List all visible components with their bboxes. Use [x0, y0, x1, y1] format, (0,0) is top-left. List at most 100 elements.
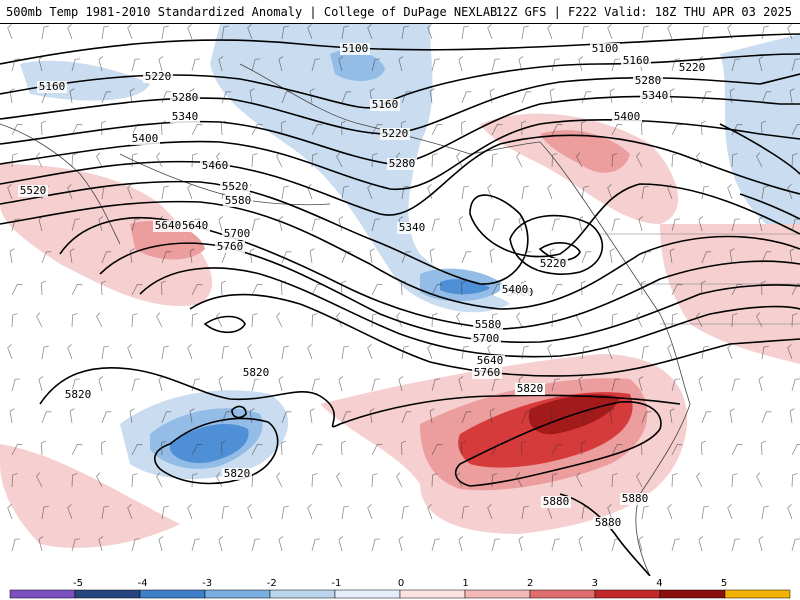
colorbar-tick-label: -3 — [202, 578, 212, 589]
wind-barb — [11, 313, 18, 328]
contour-line — [538, 242, 581, 261]
wind-barb — [338, 56, 344, 72]
wind-barb — [609, 408, 615, 424]
wind-barb — [791, 538, 800, 552]
wind-barb — [461, 25, 469, 40]
wind-barb — [191, 313, 198, 328]
wind-barb — [427, 24, 433, 40]
wind-barb — [281, 251, 292, 264]
wind-barb — [791, 153, 798, 168]
contour-label-bg — [143, 71, 173, 83]
wind-barb — [611, 58, 621, 72]
wind-barb — [371, 58, 381, 72]
wind-barb — [789, 88, 795, 104]
contour-label-bg — [541, 496, 571, 508]
contour-label: 5820 — [224, 467, 251, 480]
colorbar-segment — [139, 589, 206, 599]
contour-label: 5220 — [679, 61, 706, 74]
wind-barb — [607, 184, 613, 200]
wind-barb — [191, 538, 201, 552]
wind-barb — [341, 25, 349, 40]
wind-barb — [576, 312, 583, 328]
wind-barb — [791, 443, 800, 456]
wind-barb — [581, 345, 589, 360]
contour-label-bg — [153, 220, 183, 232]
wind-barb — [129, 408, 135, 424]
wind-barb — [791, 473, 798, 488]
contour-label: 5400 — [614, 110, 641, 123]
wind-barb — [161, 505, 169, 520]
wind-barb — [311, 218, 321, 232]
wind-barb — [607, 504, 613, 520]
wind-barb — [578, 56, 584, 72]
wind-barb — [461, 345, 469, 360]
contour-label-bg — [593, 517, 623, 529]
contour-label-bg — [620, 493, 650, 505]
wind-barb — [11, 283, 23, 296]
color-scale-bar: -5 -4 -3 -2 -1 0 1 2 3 4 5 — [0, 576, 800, 600]
wind-barb — [731, 153, 738, 168]
wind-barb — [551, 378, 561, 392]
wind-barb — [69, 248, 75, 264]
wind-barb — [189, 248, 195, 264]
contour-line — [0, 33, 800, 65]
contour-label-bg — [222, 468, 252, 480]
wind-barb — [431, 538, 441, 552]
wind-barb — [731, 283, 743, 296]
contour-label: 5220 — [145, 70, 172, 83]
contour-label: 5100 — [342, 42, 369, 55]
wind-barb — [701, 411, 712, 424]
wind-barb — [487, 184, 493, 200]
wind-barb — [221, 91, 232, 104]
wind-barb — [101, 185, 109, 200]
pos-anomaly-east-conus — [660, 224, 800, 364]
wind-barb — [280, 280, 287, 296]
wind-barb — [609, 88, 615, 104]
contour-label-bg — [538, 258, 568, 270]
wind-barb — [341, 251, 352, 264]
wind-barb — [729, 408, 735, 424]
contour-label: 5460 — [202, 159, 229, 172]
wind-barb — [371, 153, 378, 168]
wind-barb — [731, 473, 738, 488]
colorbar-segment — [204, 589, 271, 599]
canada-west-coast — [539, 141, 691, 405]
wind-barb — [161, 345, 169, 360]
wind-barb — [67, 24, 73, 40]
contour-line — [139, 267, 800, 358]
contour-label: 5280 — [635, 74, 662, 87]
wind-barb — [187, 504, 193, 520]
wind-barb — [161, 185, 169, 200]
wind-barb — [101, 251, 112, 264]
contour-label-bg — [472, 367, 502, 379]
colorbar-tick-label: 1 — [462, 578, 468, 589]
wind-barb — [281, 25, 289, 40]
colorbar-tick-label: 0 — [398, 578, 404, 589]
wind-barb — [311, 153, 318, 168]
wind-barb — [456, 152, 463, 168]
wind-barb — [401, 25, 409, 40]
wind-barb — [611, 218, 621, 232]
colorbar-tick-label: -5 — [73, 578, 83, 589]
wind-barb — [547, 184, 553, 200]
wind-barb — [98, 56, 104, 72]
wind-barb — [221, 505, 229, 520]
wind-barb — [580, 440, 587, 456]
wind-barb — [700, 120, 707, 136]
wind-barb — [521, 411, 532, 424]
wind-barb — [280, 120, 287, 136]
wind-barb — [431, 443, 443, 456]
wind-barb — [311, 123, 323, 136]
wind-barb — [38, 376, 44, 392]
wind-barb — [491, 473, 498, 488]
wind-barb — [761, 251, 772, 264]
wind-barb — [789, 408, 795, 424]
wind-barb — [100, 280, 107, 296]
colorbar-tick-label: 5 — [721, 578, 727, 589]
wind-barb — [669, 88, 675, 104]
wind-barb — [369, 248, 375, 264]
wind-barb — [789, 248, 795, 264]
wind-barb — [101, 411, 112, 424]
colorbar-tick-label: 2 — [527, 578, 533, 589]
colorbar-segment — [74, 589, 141, 599]
